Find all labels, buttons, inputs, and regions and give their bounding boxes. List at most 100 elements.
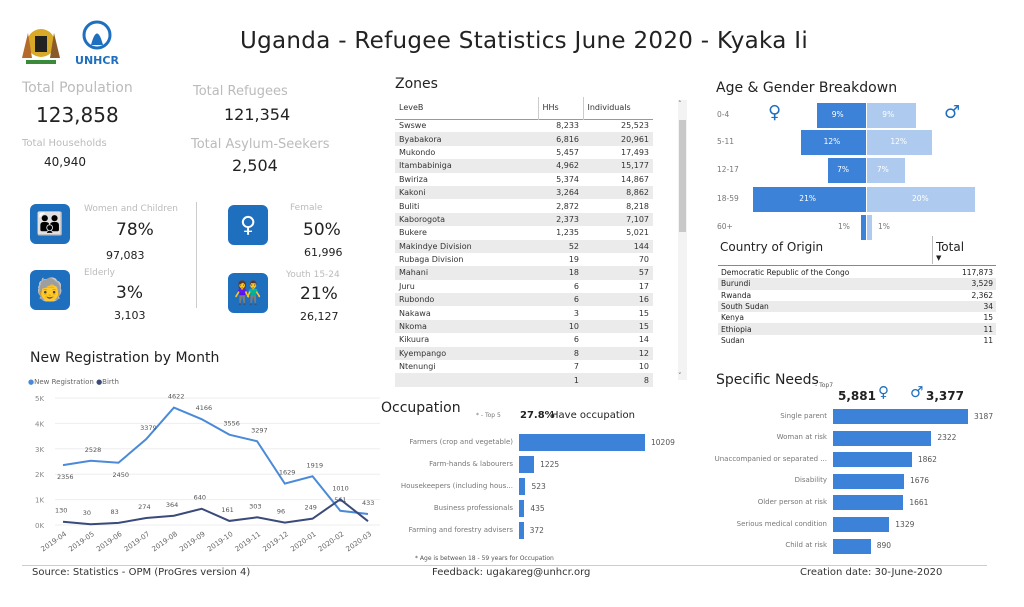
table-row[interactable]: Nkoma 10 15 [395, 319, 653, 334]
table-row[interactable]: Ntenungi 7 10 [395, 360, 653, 373]
zone-name [395, 373, 538, 387]
bar[interactable] [519, 500, 525, 517]
table-row[interactable]: Rwanda 2,362 [718, 290, 996, 301]
table-row[interactable]: South Sudan 34 [718, 300, 996, 313]
age-group-label: 60+ [717, 222, 733, 231]
bar[interactable] [519, 434, 645, 451]
bar[interactable] [833, 473, 904, 489]
table-row[interactable]: Ethiopia 11 [718, 323, 996, 335]
women-children-icon: 👪 [30, 204, 70, 244]
table-row[interactable]: Makindye Division 52 144 [395, 239, 653, 253]
x-tick-label: 2019-05 [67, 530, 96, 553]
bar-value-label: 2322 [937, 433, 957, 443]
footer-feedback[interactable]: Feedback: ugakareg@unhcr.org [432, 567, 591, 578]
table-row[interactable]: Itambabiniga 4,962 15,177 [395, 159, 653, 173]
zone-hhs: 4,962 [538, 159, 583, 173]
occupation-pct-label: Have occupation [551, 410, 635, 421]
female-bar[interactable] [801, 130, 866, 155]
table-row[interactable]: Rubaga Division 19 70 [395, 253, 653, 266]
zone-hhs: 2,373 [538, 212, 583, 227]
data-label: 364 [166, 501, 178, 509]
table-row[interactable]: Kyempango 8 12 [395, 346, 653, 361]
male-bar[interactable] [867, 158, 905, 183]
zone-individuals: 16 [583, 293, 653, 307]
table-row[interactable]: Kakoni 3,264 8,862 [395, 185, 653, 200]
bar-category-label: Child at risk [785, 541, 827, 550]
data-label: 1919 [307, 461, 324, 469]
bar[interactable] [833, 495, 904, 511]
scrollbar-thumb[interactable] [679, 120, 686, 232]
male-bar[interactable] [867, 215, 873, 240]
country-name: Ethiopia [718, 323, 936, 335]
female-bar[interactable] [817, 103, 866, 128]
bar[interactable] [833, 452, 912, 468]
registration-title: New Registration by Month [30, 350, 220, 366]
col-header-hhs[interactable]: HHs [538, 97, 584, 119]
data-label: 274 [138, 503, 150, 511]
sort-desc-icon[interactable]: ▼ [936, 254, 942, 262]
occupation-top-note: * - Top 5 [476, 412, 501, 419]
data-label: 4166 [196, 404, 213, 412]
zone-name: Makindye Division [395, 239, 538, 253]
bar-value-label: 890 [876, 541, 892, 551]
female-bar[interactable] [860, 215, 866, 240]
elderly-icon: 🧓 [30, 270, 70, 310]
data-label: 2528 [85, 446, 102, 454]
table-row[interactable]: Sudan 11 [718, 335, 996, 346]
bar-value-label: 10209 [651, 437, 675, 447]
country-total: 11 [935, 323, 996, 335]
table-row[interactable]: Bukere 1,235 5,021 [395, 226, 653, 239]
bar-value-label: 3187 [974, 411, 994, 421]
zone-hhs: 5,457 [556, 147, 579, 157]
male-bar[interactable] [867, 103, 916, 128]
bar[interactable] [833, 538, 871, 554]
table-row[interactable]: Rubondo 6 16 [395, 293, 653, 307]
female-bar[interactable] [752, 187, 866, 212]
bar[interactable] [833, 409, 968, 424]
zones-scrollbar[interactable]: ˄ ˅ [678, 100, 687, 380]
table-row[interactable]: Burundi 3,529 [718, 278, 996, 290]
bar[interactable] [833, 430, 932, 446]
bar[interactable] [833, 517, 890, 532]
country-total-header[interactable]: Total [936, 240, 965, 254]
female-bar[interactable] [828, 158, 866, 183]
table-row[interactable]: Byabakora 6,816 20,961 [395, 132, 653, 146]
col-header-individuals[interactable]: Individuals [587, 103, 631, 113]
bar[interactable] [519, 456, 535, 473]
bar[interactable] [519, 478, 526, 495]
zone-hhs: 6 [538, 293, 583, 307]
x-tick-label: 2019-07 [123, 530, 152, 553]
table-row[interactable]: Swswe 8,233 25,523 [395, 119, 653, 132]
zone-hhs: 3 [573, 308, 579, 318]
footer-source: Source: Statistics - OPM (ProGres versio… [32, 567, 251, 578]
table-row[interactable]: Nakawa 3 15 [395, 306, 653, 319]
bar[interactable] [519, 522, 524, 539]
zone-name: Mahani [395, 266, 538, 280]
table-row[interactable]: Buliti 2,872 8,218 [395, 199, 653, 212]
bar-value-label: 1676 [909, 476, 930, 486]
zone-hhs: 7 [573, 362, 579, 372]
male-bar[interactable] [867, 187, 975, 212]
table-row[interactable]: Mukondo 5,457 17,493 [395, 146, 653, 159]
age-group-label: 18-59 [717, 194, 739, 203]
needs-female-count: 5,881 [838, 389, 876, 403]
country-total: 3,529 [935, 278, 996, 290]
bar-value-label: 435 [530, 503, 545, 513]
elderly-label: Elderly [84, 268, 115, 278]
table-row[interactable]: Bwiriza 5,374 14,867 [395, 173, 653, 186]
data-label: 161 [221, 506, 233, 514]
table-row[interactable]: Kaborogota 2,373 7,107 [395, 212, 653, 227]
female-pct-label: 12% [823, 137, 841, 146]
table-row[interactable]: Democratic Republic of the Congo 117,873 [718, 267, 996, 278]
table-row[interactable]: Kikuura 6 14 [395, 333, 653, 346]
scroll-down-icon[interactable]: ˅ [678, 372, 682, 380]
scroll-up-icon[interactable]: ˄ [678, 100, 682, 108]
table-row[interactable]: Juru 6 17 [395, 280, 653, 293]
male-bar[interactable] [867, 130, 932, 155]
col-header-level[interactable]: LeveB [395, 97, 539, 119]
table-row[interactable]: Kenya 15 [718, 312, 996, 323]
bar-category-label: Farming and forestry advisers [408, 525, 513, 534]
uganda-coat-of-arms-logo [18, 18, 64, 68]
table-row[interactable]: Mahani 18 57 [395, 266, 653, 280]
